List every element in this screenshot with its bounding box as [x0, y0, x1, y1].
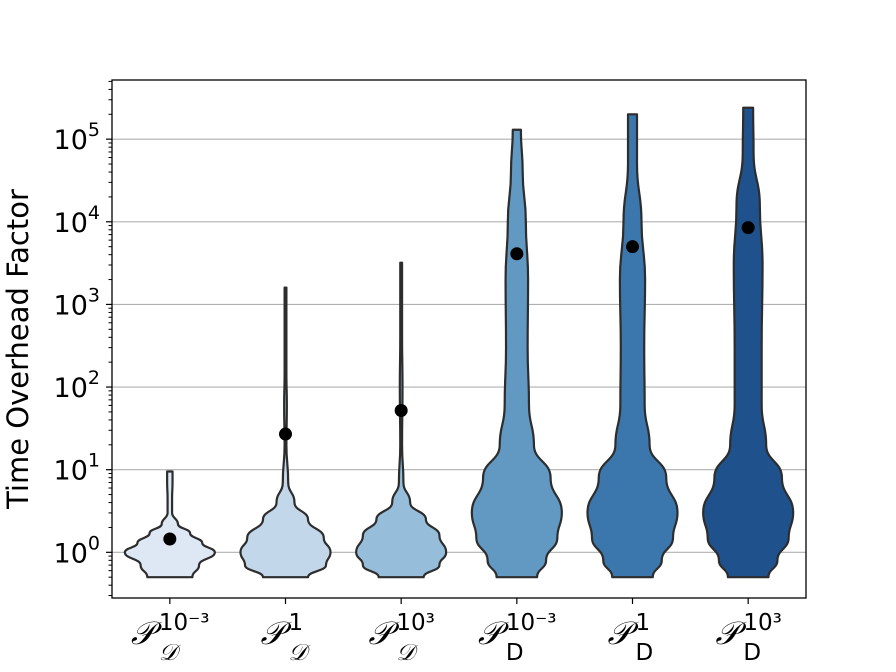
x-label-subscript: 𝒟: [289, 640, 312, 666]
y-tick-exponent: 0: [88, 532, 100, 554]
y-tick-base: 10: [54, 538, 88, 569]
violin-5: [586, 113, 679, 579]
violin-3: [355, 261, 448, 579]
mean-point-1: [163, 532, 177, 546]
mean-point-3: [394, 404, 408, 418]
x-label-superscript: 1: [636, 610, 651, 636]
y-tick-base: 10: [54, 456, 88, 487]
y-tick-exponent: 4: [88, 202, 100, 224]
mean-point-4: [510, 247, 524, 261]
y-tick-label: 102: [54, 367, 100, 404]
y-tick-label: 101: [54, 450, 100, 487]
mean-point-5: [626, 240, 639, 254]
y-gridlines: [112, 138, 806, 553]
y-tick-base: 10: [54, 125, 88, 156]
x-label-subscript: D: [506, 640, 524, 666]
violin-1: [123, 470, 216, 579]
y-tick-label: 100: [54, 532, 100, 569]
mean-point-2: [279, 427, 292, 441]
mean-point-6: [741, 221, 755, 235]
y-tick-exponent: 2: [88, 367, 100, 389]
y-tick-exponent: 5: [88, 119, 100, 141]
x-label-superscript: 10³: [396, 610, 435, 636]
y-tick-base: 10: [54, 290, 88, 321]
y-tick-exponent: 3: [88, 284, 100, 306]
mean-markers: [163, 221, 755, 546]
violin-6: [702, 106, 795, 579]
violin-4: [470, 128, 563, 579]
y-tick-exponent: 1: [88, 450, 100, 472]
y-tick-label: 105: [54, 119, 100, 156]
x-label-subscript: D: [743, 640, 761, 666]
x-label-superscript: 10⁻³: [159, 610, 210, 636]
x-label-subscript: D: [636, 640, 654, 666]
x-label-superscript: 10⁻³: [506, 610, 557, 636]
y-tick-base: 10: [54, 208, 88, 239]
x-tick-label-4: 𝒫 10⁻³D: [478, 610, 557, 666]
x-label-subscript: 𝒟: [396, 640, 419, 666]
plot-frame: [111, 79, 807, 599]
x-label-superscript: 10³: [743, 610, 782, 636]
x-label-subscript: 𝒟: [159, 640, 182, 666]
x-label-superscript: 1: [289, 610, 304, 636]
y-axis-label: Time Overhead Factor: [1, 189, 35, 510]
y-tick-base: 10: [54, 373, 88, 404]
y-tick-label: 104: [54, 202, 100, 239]
y-tick-label: 103: [54, 284, 100, 321]
